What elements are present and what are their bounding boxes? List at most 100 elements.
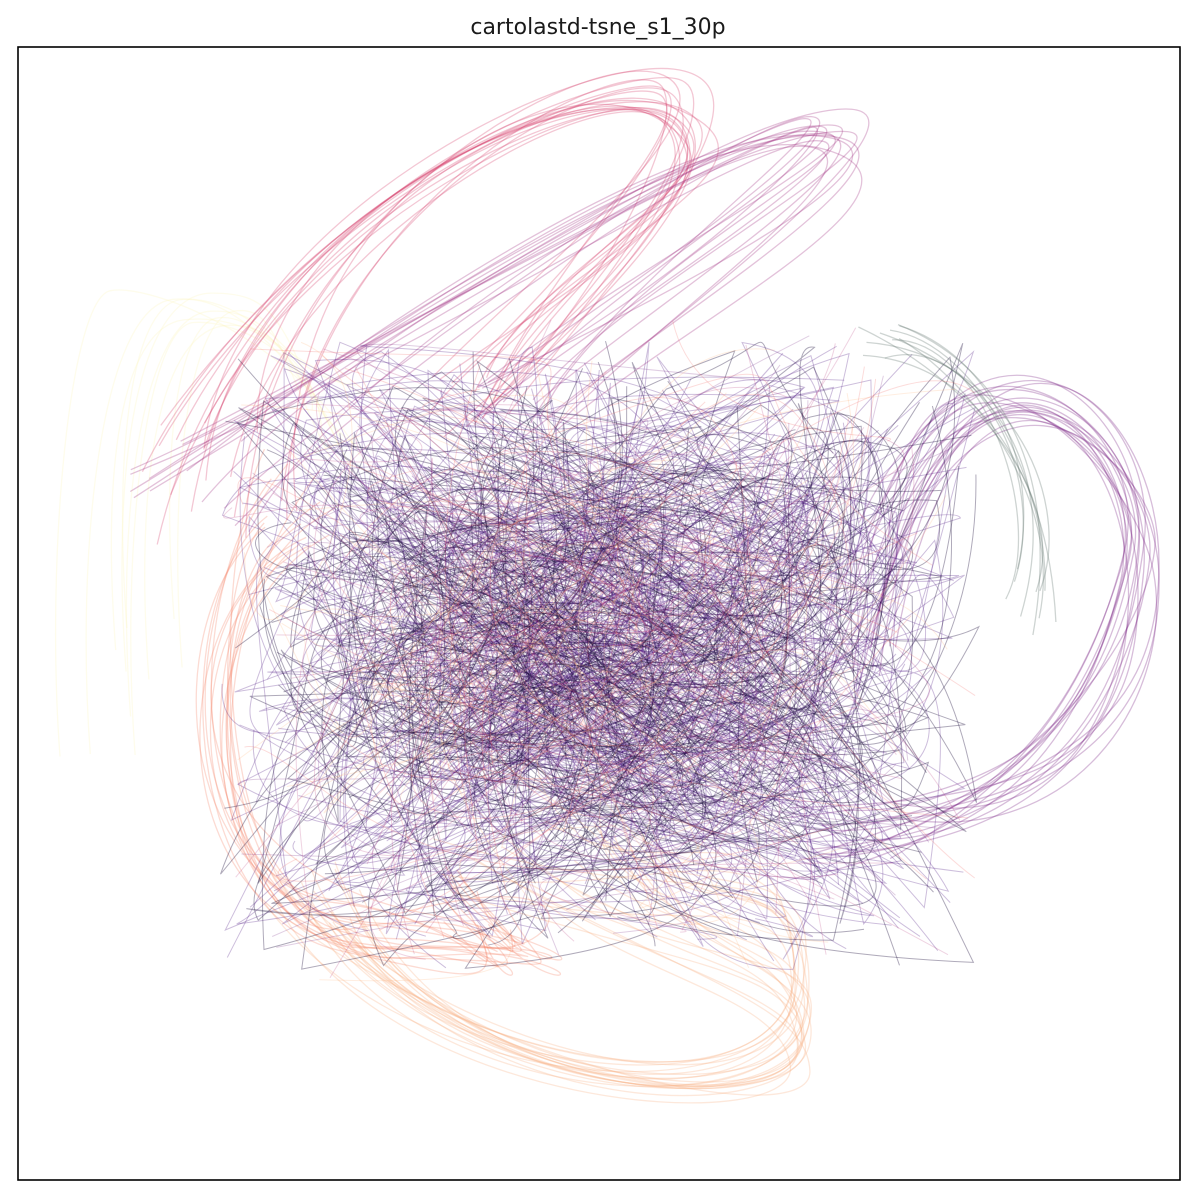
trajectory-line: [203, 108, 689, 449]
trajectory-line: [370, 448, 950, 527]
trajectory-line: [313, 481, 559, 857]
trajectory-line: [249, 558, 828, 853]
trajectory-line: [339, 350, 975, 873]
trajectory-line: [440, 505, 676, 883]
trajectory-line: [130, 108, 870, 471]
trajectory-line: [276, 384, 884, 704]
trajectory-line: [286, 649, 906, 787]
trajectory-line: [493, 510, 706, 691]
trajectory-line: [341, 891, 806, 1087]
trajectory-line: [286, 87, 684, 520]
trajectory-line: [221, 448, 752, 831]
trajectory-line: [492, 388, 864, 852]
trajectory-line: [209, 544, 498, 952]
trajectory-line: [658, 427, 770, 761]
trajectory-line: [85, 298, 341, 755]
trajectory-line: [230, 378, 913, 821]
trajectory-line: [160, 99, 720, 426]
trajectory-line: [599, 555, 843, 924]
trajectory-line: [300, 403, 793, 931]
trajectory-line: [361, 406, 943, 903]
trajectory-line: [323, 348, 603, 531]
trajectory-line: [324, 493, 966, 875]
trajectory-line: [287, 451, 897, 945]
trajectory-line: [144, 324, 356, 680]
trajectory-line: [731, 428, 899, 719]
trajectory-line: [186, 134, 854, 472]
trajectory-line: [225, 507, 522, 952]
trajectory-line: [121, 292, 354, 672]
trajectory-line: [425, 581, 777, 933]
trajectory-line: [229, 111, 681, 478]
trajectory-line: [385, 419, 950, 861]
trajectory-line: [316, 440, 904, 870]
trajectory-line: [253, 386, 629, 921]
trajectory-line: [489, 371, 693, 788]
trajectory-line: [898, 338, 1045, 619]
trajectory-line: [378, 544, 829, 931]
trajectory-line: [370, 434, 937, 829]
trajectory-line: [303, 394, 737, 678]
trajectory-line: [296, 341, 883, 851]
trajectory-line: [411, 459, 821, 740]
trajectory-line: [368, 368, 930, 967]
trajectory-line: [313, 477, 950, 952]
trajectory-line: [631, 361, 914, 635]
trajectory-line: [458, 491, 902, 969]
trajectory-line: [169, 316, 380, 619]
trajectory-line: [280, 537, 810, 832]
trajectory-line: [701, 440, 960, 750]
trajectory-line: [411, 379, 806, 680]
trajectory-line: [252, 376, 875, 828]
trajectory-line: [465, 495, 902, 897]
trajectory-line: [482, 493, 809, 783]
trajectory-line: [236, 387, 900, 966]
trajectory-line: [598, 520, 847, 808]
trajectory-line: [684, 747, 810, 872]
trajectory-line: [363, 547, 812, 970]
trajectory-line: [449, 341, 967, 732]
trajectory-line: [419, 541, 640, 843]
trajectory-line: [639, 570, 807, 909]
trajectory-line: [396, 547, 716, 771]
trajectory-line: [255, 380, 843, 823]
trajectory-line: [323, 486, 772, 922]
trajectory-line: [265, 472, 847, 668]
trajectory-line: [355, 877, 803, 1090]
trajectory-line: [266, 449, 700, 897]
trajectory-line: [267, 469, 645, 674]
trajectory-line: [375, 421, 780, 915]
trajectory-line: [266, 595, 880, 756]
trajectory-line: [241, 404, 799, 845]
trajectory-line: [283, 368, 905, 683]
trajectory-line: [332, 405, 952, 750]
trajectory-line: [526, 467, 625, 832]
trajectory-line: [313, 834, 805, 1083]
trajectory-line: [402, 357, 839, 830]
trajectory-line: [298, 418, 811, 601]
trajectory-line: [320, 366, 869, 851]
trajectory-line: [389, 564, 493, 766]
trajectory-line: [293, 103, 692, 511]
trajectory-line: [343, 426, 704, 934]
trajectory-line: [300, 371, 823, 891]
trajectory-line: [219, 501, 508, 967]
trajectory-line: [395, 467, 689, 687]
trajectory-line: [639, 435, 905, 882]
trajectory-line: [460, 531, 626, 785]
trajectory-line: [292, 840, 678, 937]
trajectory-line: [286, 822, 811, 1089]
trajectory-line: [884, 354, 1024, 582]
trajectory-line: [359, 348, 955, 868]
trajectory-line: [271, 540, 757, 937]
trajectory-line: [283, 453, 862, 713]
trajectory-line: [221, 534, 550, 949]
trajectory-line: [798, 420, 1128, 860]
trajectory-line: [221, 382, 653, 822]
trajectory-line: [190, 106, 695, 512]
trajectory-line: [373, 647, 716, 938]
trajectory-line: [307, 415, 662, 754]
trajectory-line: [821, 409, 1160, 826]
trajectory-line: [343, 439, 905, 908]
trajectory-line: [202, 515, 488, 975]
